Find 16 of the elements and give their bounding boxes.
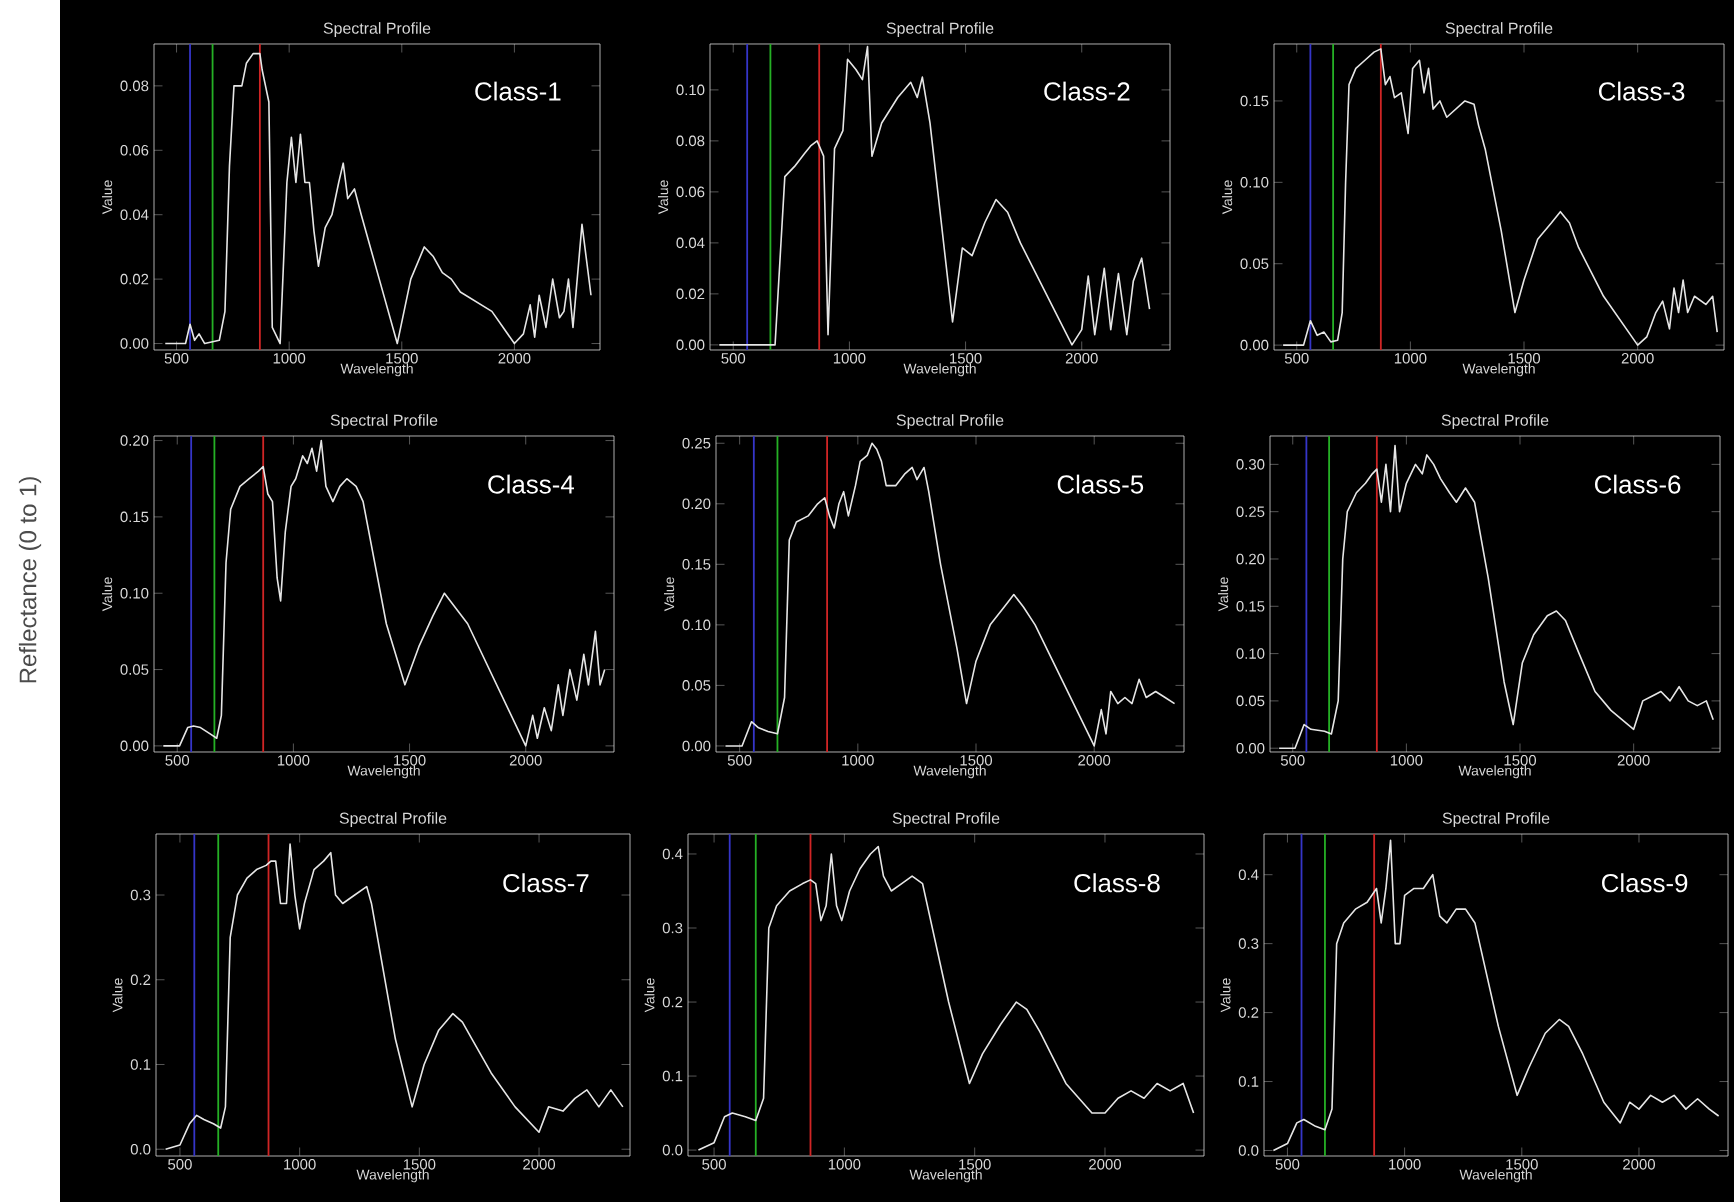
- annotation: Class-8: [1074, 873, 1160, 893]
- annotation: Class-3: [1598, 81, 1685, 101]
- annotation: Class-9: [1602, 873, 1688, 893]
- annotation: Class-2: [1044, 81, 1130, 101]
- annotation: Class-5: [1057, 474, 1144, 494]
- line-series: [724, 442, 1176, 747]
- line-series: [164, 843, 624, 1151]
- annotation: Class-4: [488, 474, 574, 494]
- line-series: [697, 845, 1195, 1151]
- annotation: Class-6: [1594, 474, 1681, 494]
- annotation: Class-1: [475, 81, 561, 101]
- line-series: [718, 45, 1151, 346]
- text: Reflectance (0 to 1): [18, 477, 42, 683]
- line-series: [1272, 839, 1720, 1152]
- line-series: [1278, 444, 1714, 750]
- annotation: Class-7: [503, 873, 589, 893]
